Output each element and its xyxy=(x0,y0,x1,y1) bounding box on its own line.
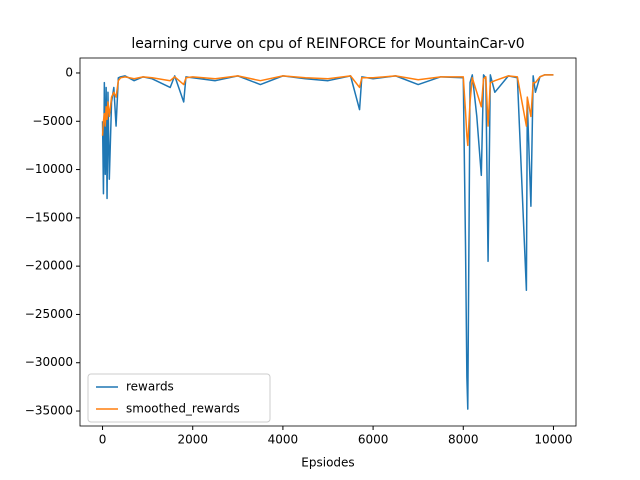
x-tick-label: 4000 xyxy=(268,433,299,447)
x-tick-label: 0 xyxy=(99,433,107,447)
legend-label: rewards xyxy=(126,380,174,394)
x-tick-label: 10000 xyxy=(534,433,572,447)
x-axis-label: Epsiodes xyxy=(301,456,354,470)
legend-label: smoothed_rewards xyxy=(126,402,240,416)
x-tick-label: 2000 xyxy=(177,433,208,447)
y-tick-label: −35000 xyxy=(25,404,73,418)
series-line xyxy=(101,74,554,147)
y-tick-label: −30000 xyxy=(25,355,73,369)
x-tick-label: 8000 xyxy=(448,433,479,447)
y-tick-label: −25000 xyxy=(25,307,73,321)
legend-box xyxy=(87,373,271,423)
y-tick-label: 0 xyxy=(65,65,73,79)
plot-frame xyxy=(79,57,577,427)
y-tick-label: −20000 xyxy=(25,259,73,273)
y-tick-label: −15000 xyxy=(25,210,73,224)
x-tick-label: 6000 xyxy=(358,433,389,447)
series-line xyxy=(101,74,554,410)
y-tick-label: −5000 xyxy=(32,114,73,128)
y-tick-label: −10000 xyxy=(25,162,73,176)
chart-title: learning curve on cpu of REINFORCE for M… xyxy=(131,36,524,52)
